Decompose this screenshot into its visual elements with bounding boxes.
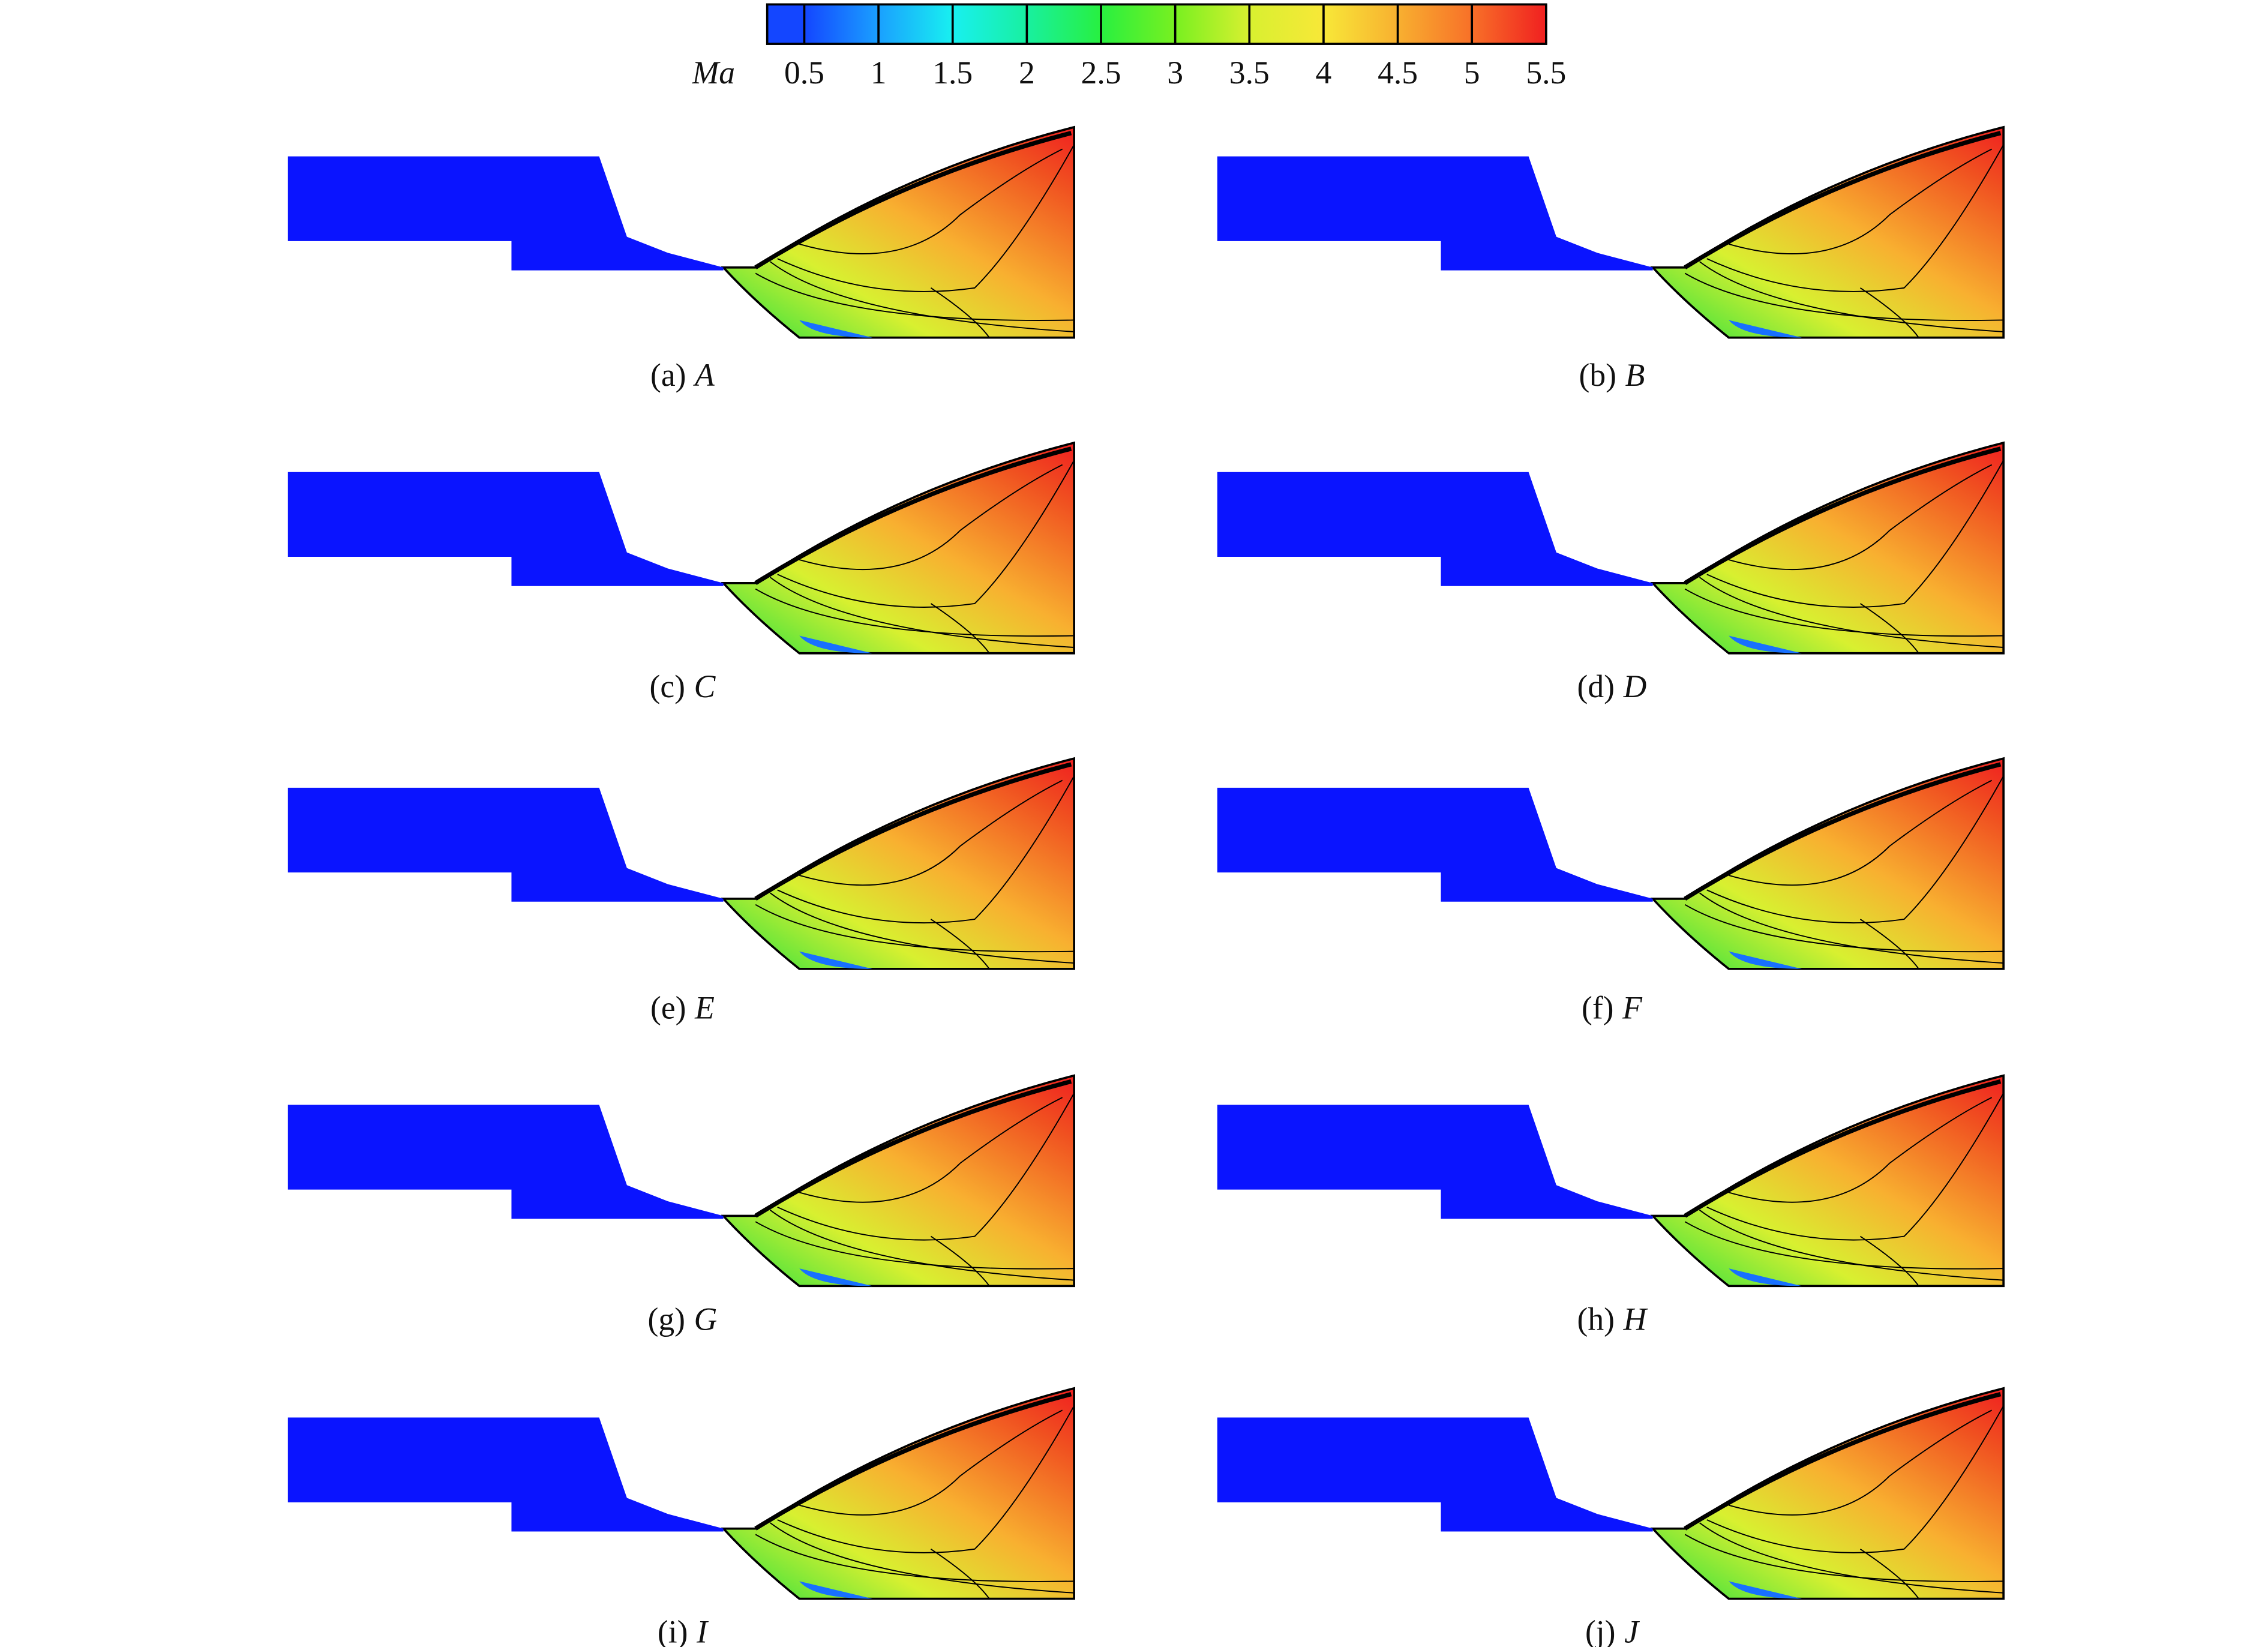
panel-caption: (c) C [649, 668, 716, 704]
contour-plot [1217, 127, 2003, 338]
contour-plot [1217, 758, 2003, 969]
colorbar-tick-label: 2 [1019, 55, 1035, 91]
panel-name: E [694, 990, 715, 1026]
panel-name: F [1622, 990, 1643, 1026]
panel-name: I [696, 1614, 709, 1647]
contour-plot [1217, 1388, 2003, 1599]
panel-label: (e) [650, 990, 686, 1026]
contour-plot [288, 1388, 1074, 1599]
colorbar-tick-label: 4.5 [1378, 55, 1418, 91]
colorbar-tick-label: 5.5 [1526, 55, 1566, 91]
contour-plot [288, 127, 1074, 338]
panel-name: D [1623, 668, 1647, 704]
colorbar-label: Ma [692, 55, 735, 91]
contour-panel: (e) E [288, 758, 1074, 1026]
contour-plot [1217, 1076, 2003, 1286]
panel-name: C [694, 668, 716, 704]
panel-label: (i) [658, 1614, 688, 1647]
colorbar: 0.5 1 1.5 2 2.5 3 3.5 4 4.5 5 5.5 [766, 3, 1566, 91]
panel-label: (f) [1582, 990, 1614, 1026]
panel-label: (a) [650, 357, 686, 393]
colorbar-tick-label: 0.5 [784, 55, 824, 91]
panel-caption: (g) G [648, 1301, 718, 1337]
panel-name: H [1623, 1301, 1649, 1337]
colorbar-tick-label: 5 [1464, 55, 1480, 91]
colorbar-tick-label: 3 [1167, 55, 1183, 91]
colorbar-tick-label: 1 [871, 55, 887, 91]
panel-caption: (a) A [650, 357, 715, 393]
colorbar-tick-label: 4 [1316, 55, 1332, 91]
contour-panel: (b) B [1217, 127, 2003, 393]
colorbar-fill [766, 3, 1547, 45]
contour-panel: (i) I [288, 1388, 1074, 1647]
contour-panel: (g) G [288, 1076, 1074, 1337]
colorbar-tick-label: 3.5 [1229, 55, 1270, 91]
panel-caption: (j) J [1585, 1614, 1640, 1647]
panel-name: J [1624, 1614, 1640, 1647]
panel-name: B [1625, 357, 1645, 393]
contour-plot [288, 758, 1074, 969]
contour-panel: (a) A [288, 127, 1074, 393]
panel-caption: (f) F [1582, 990, 1643, 1026]
contour-panel: (f) F [1217, 758, 2003, 1026]
panel-label: (b) [1579, 357, 1616, 393]
panel-caption: (e) E [650, 990, 715, 1026]
panel-label: (h) [1577, 1301, 1615, 1337]
panel-caption: (d) D [1577, 668, 1647, 704]
colorbar-tick-label: 1.5 [932, 55, 973, 91]
panel-label: (g) [648, 1301, 685, 1337]
panel-name: G [694, 1301, 718, 1337]
contour-panel: (c) C [288, 443, 1074, 704]
contour-panel: (j) J [1217, 1388, 2003, 1647]
panels: (a) A (b) B (c) C (d) D (e) E (f) F (g) G (h) H (i) I (j) J [288, 127, 2003, 1647]
panel-name: A [693, 357, 715, 393]
contour-panel: (h) H [1217, 1076, 2003, 1337]
panel-label: (d) [1577, 668, 1615, 704]
contour-plot [288, 1076, 1074, 1286]
panel-caption: (b) B [1579, 357, 1645, 393]
colorbar-tick-label: 2.5 [1081, 55, 1121, 91]
contour-plot [1217, 443, 2003, 653]
contour-plot [288, 443, 1074, 653]
contour-panel: (d) D [1217, 443, 2003, 704]
panel-label: (j) [1585, 1614, 1616, 1647]
panel-label: (c) [649, 668, 685, 704]
panel-caption: (i) I [658, 1614, 709, 1647]
panel-caption: (h) H [1577, 1301, 1649, 1337]
